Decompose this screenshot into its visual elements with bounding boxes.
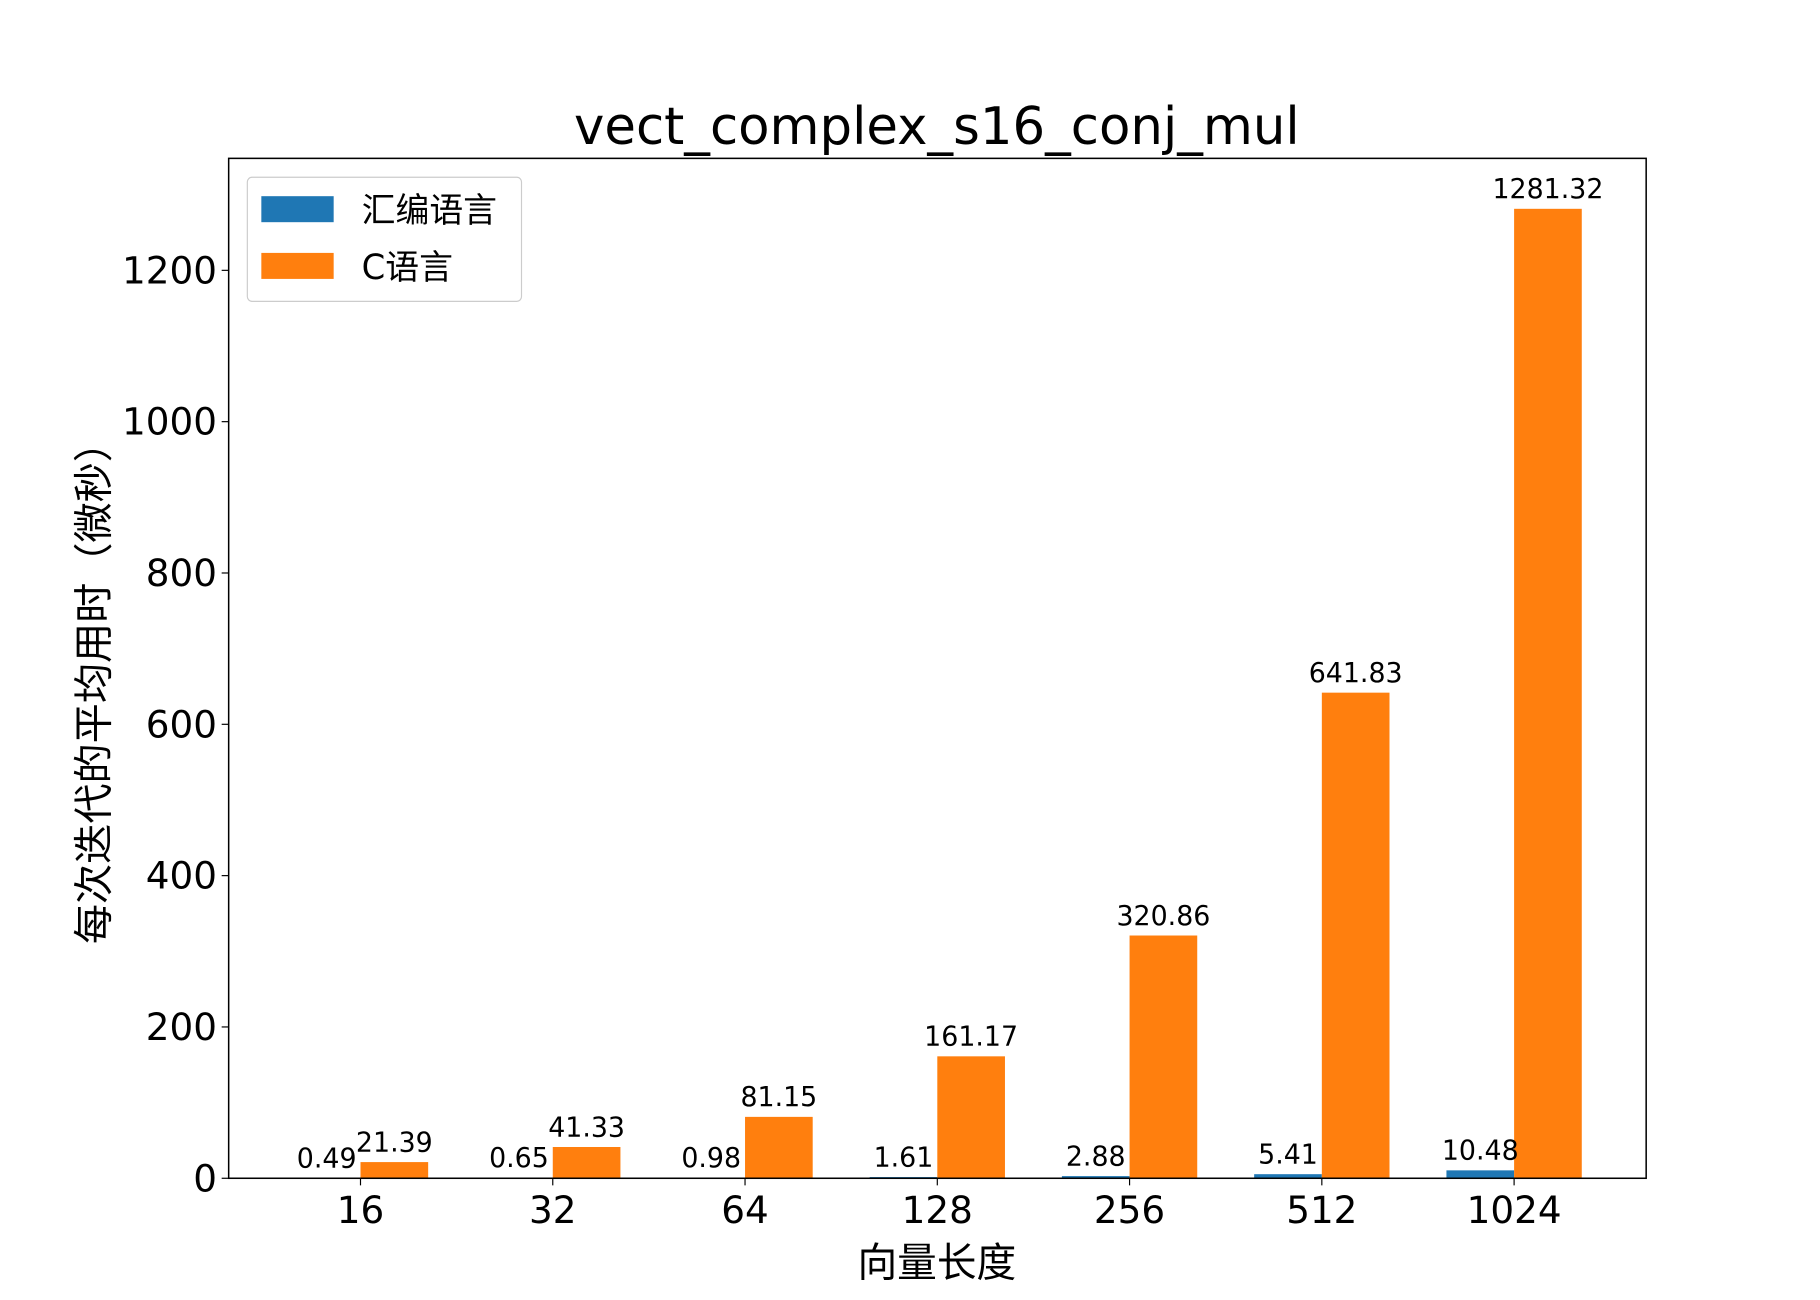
y-axis-label: 每次迭代的平均用时（微秒） [72, 422, 118, 944]
x-tick-label: 16 [337, 1188, 384, 1232]
y-tick-label: 1000 [122, 399, 217, 443]
data-label: 0.49 [297, 1143, 357, 1174]
x-tick-label: 32 [529, 1188, 576, 1232]
data-label: 81.15 [740, 1082, 817, 1113]
bar-c-64 [745, 1116, 813, 1179]
data-label: 10.48 [1442, 1136, 1519, 1167]
data-label: 0.65 [489, 1143, 549, 1174]
x-tick-label: 256 [1094, 1188, 1165, 1232]
x-tick-label: 64 [721, 1188, 768, 1232]
bar-asm-256 [1061, 1176, 1130, 1179]
bar-asm-1024 [1446, 1170, 1515, 1179]
x-tick-label: 128 [902, 1188, 973, 1232]
x-tick-label: 1024 [1467, 1188, 1562, 1232]
y-tick-label: 800 [146, 551, 217, 595]
legend-swatch-asm [261, 196, 334, 223]
data-label: 641.83 [1309, 658, 1403, 689]
data-label: 41.33 [548, 1112, 625, 1143]
legend: 汇编语言 C语言 [246, 176, 523, 302]
data-label: 2.88 [1066, 1141, 1126, 1172]
bar-c-32 [552, 1147, 621, 1179]
data-label: 0.98 [681, 1143, 741, 1174]
legend-label-c: C语言 [362, 248, 453, 288]
bar-c-256 [1129, 935, 1198, 1179]
bar-asm-512 [1254, 1174, 1322, 1179]
y-tick-label: 400 [146, 853, 217, 897]
x-tick-label: 512 [1286, 1188, 1357, 1232]
x-axis-label: 向量长度 [858, 1240, 1017, 1286]
data-label: 5.41 [1258, 1139, 1318, 1170]
data-label: 21.39 [356, 1127, 433, 1158]
data-label: 161.17 [924, 1022, 1018, 1053]
y-tick-label: 200 [146, 1005, 217, 1049]
bar-c-1024 [1514, 208, 1582, 1179]
data-label: 1281.32 [1492, 174, 1603, 205]
data-label: 320.86 [1116, 901, 1210, 932]
chart-title: vect_complex_s16_conj_mul [574, 97, 1300, 157]
y-tick-label: 0 [193, 1156, 217, 1200]
y-tick-label: 600 [146, 702, 217, 746]
legend-swatch-c [261, 252, 334, 279]
legend-label-asm: 汇编语言 [362, 191, 497, 231]
y-tick-label: 1200 [122, 248, 217, 292]
bar-c-128 [937, 1056, 1005, 1179]
data-label: 1.61 [874, 1142, 934, 1173]
bar-c-512 [1321, 692, 1390, 1179]
bar-c-16 [360, 1162, 429, 1179]
